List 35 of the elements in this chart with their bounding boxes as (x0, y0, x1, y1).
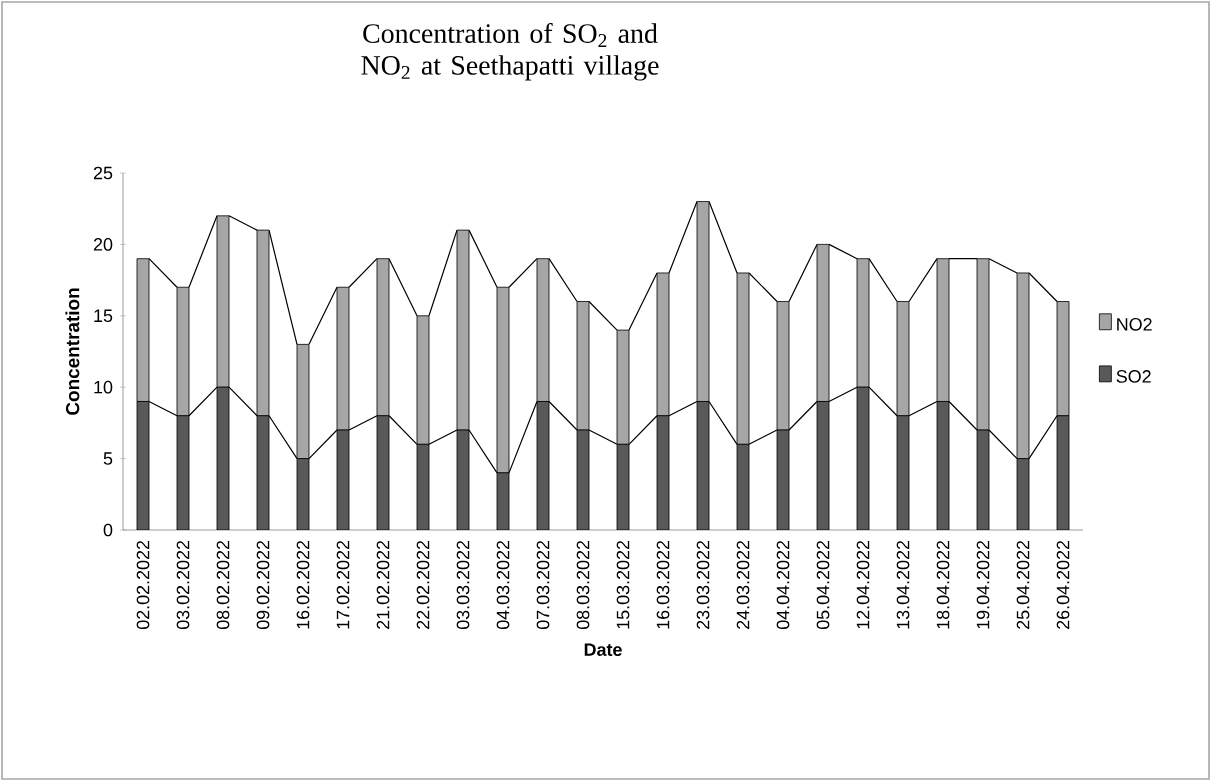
y-tick-label: 10 (94, 380, 113, 394)
y-tick-label: 15 (94, 309, 113, 323)
x-tick-label: 12.04.2022 (856, 540, 870, 629)
x-tick-label: 08.02.2022 (216, 540, 230, 630)
x-tick-label: 15.03.2022 (616, 540, 630, 629)
x-tick-label: 25.04.2022 (1016, 540, 1030, 629)
x-tick-label: 17.02.2022 (336, 540, 350, 629)
x-tick-label: 16.02.2022 (296, 540, 310, 629)
legend-label: NO2 (1117, 317, 1152, 331)
y-tick-label: 20 (93, 238, 113, 251)
x-tick-label: 03.03.2022 (456, 540, 470, 630)
legend-label: SO2 (1116, 370, 1151, 383)
y-tick-label: 0 (103, 523, 113, 537)
chart-title: Concentration of SO$_{2}$ and NO$_{2}$ at Seethapatti village (361, 23, 659, 81)
x-tick-label: 05.04.2022 (816, 540, 830, 630)
x-tick-label: 07.03.2022 (536, 540, 550, 630)
x-tick-label: 08.03.2022 (576, 540, 590, 630)
x-tick-label: 19.04.2022 (976, 540, 990, 629)
x-tick-label: 23.03.2022 (696, 540, 710, 629)
x-tick-label: 16.03.2022 (656, 540, 670, 629)
y-tick-label: 25 (93, 166, 113, 180)
x-tick-label: 18.04.2022 (936, 540, 950, 629)
x-tick-label: 26.04.2022 (1056, 540, 1070, 629)
x-tick-label: 03.02.2022 (176, 540, 190, 630)
x-tick-label: 13.04.2022 (896, 540, 910, 629)
x-tick-label: 04.03.2022 (496, 540, 510, 630)
x-tick-label: 21.02.2022 (376, 540, 390, 629)
y-axis-title: Concentration (65, 288, 80, 415)
x-tick-label: 02.02.2022 (136, 540, 150, 630)
x-tick-label: 04.04.2022 (776, 540, 790, 630)
y-tick-label: 5 (103, 452, 113, 465)
x-tick-label: 09.02.2022 (256, 540, 270, 630)
x-axis-title: Date (584, 643, 622, 656)
x-tick-label: 22.02.2022 (416, 540, 430, 629)
x-tick-label: 24.03.2022 (736, 540, 750, 629)
